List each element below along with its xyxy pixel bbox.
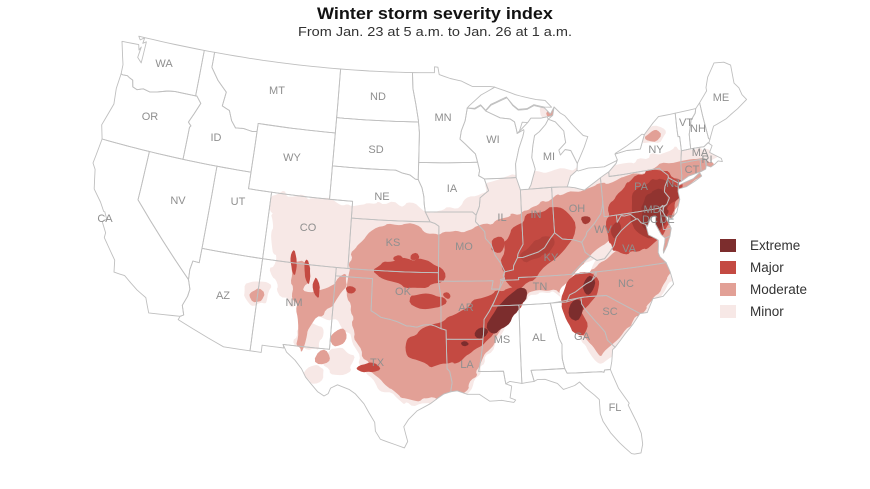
svg-text:UT: UT — [231, 196, 246, 208]
svg-text:SD: SD — [368, 144, 383, 156]
svg-text:AL: AL — [532, 332, 545, 344]
svg-text:OH: OH — [569, 203, 586, 215]
svg-text:WY: WY — [283, 152, 301, 164]
svg-text:KY: KY — [544, 252, 559, 264]
svg-text:Major: Major — [750, 260, 784, 275]
svg-text:Extreme: Extreme — [750, 238, 800, 253]
svg-text:Moderate: Moderate — [750, 282, 807, 297]
svg-text:NM: NM — [285, 297, 302, 309]
svg-text:CT: CT — [685, 164, 700, 176]
svg-text:MN: MN — [434, 112, 451, 124]
svg-text:TN: TN — [533, 281, 548, 293]
svg-text:MT: MT — [269, 85, 285, 97]
svg-text:ME: ME — [713, 92, 730, 104]
svg-text:CO: CO — [300, 222, 317, 234]
svg-text:ID: ID — [211, 132, 222, 144]
svg-text:MD: MD — [643, 204, 660, 216]
svg-text:WV: WV — [594, 224, 612, 236]
svg-text:SC: SC — [602, 306, 617, 318]
svg-text:WA: WA — [155, 58, 173, 70]
svg-text:ND: ND — [370, 91, 386, 103]
svg-text:OR: OR — [142, 111, 159, 123]
svg-text:CA: CA — [97, 213, 113, 225]
svg-text:VT: VT — [679, 117, 693, 129]
svg-text:OK: OK — [395, 286, 412, 298]
svg-text:NJ: NJ — [666, 178, 679, 190]
svg-text:LA: LA — [460, 359, 474, 371]
svg-text:RI: RI — [702, 154, 713, 166]
svg-text:MI: MI — [543, 151, 555, 163]
svg-text:VA: VA — [622, 243, 637, 255]
svg-text:KS: KS — [386, 237, 401, 249]
svg-text:GA: GA — [574, 331, 591, 343]
svg-text:NY: NY — [648, 144, 664, 156]
svg-text:FL: FL — [609, 402, 622, 414]
svg-text:MA: MA — [692, 147, 709, 159]
svg-text:IN: IN — [531, 209, 542, 221]
svg-text:MS: MS — [494, 334, 511, 346]
svg-text:AZ: AZ — [216, 290, 230, 302]
svg-text:MO: MO — [455, 241, 473, 253]
svg-text:NH: NH — [690, 123, 706, 135]
svg-text:PA: PA — [634, 181, 649, 193]
svg-text:TX: TX — [370, 357, 385, 369]
svg-text:NE: NE — [374, 191, 389, 203]
svg-text:AR: AR — [458, 302, 473, 314]
svg-text:IL: IL — [497, 212, 506, 224]
svg-text:Minor: Minor — [750, 304, 784, 319]
svg-text:DE: DE — [659, 214, 674, 226]
svg-text:NC: NC — [618, 278, 634, 290]
svg-text:IA: IA — [447, 183, 458, 195]
svg-text:DC: DC — [642, 214, 658, 226]
svg-text:WI: WI — [486, 134, 499, 146]
svg-text:NV: NV — [170, 195, 186, 207]
